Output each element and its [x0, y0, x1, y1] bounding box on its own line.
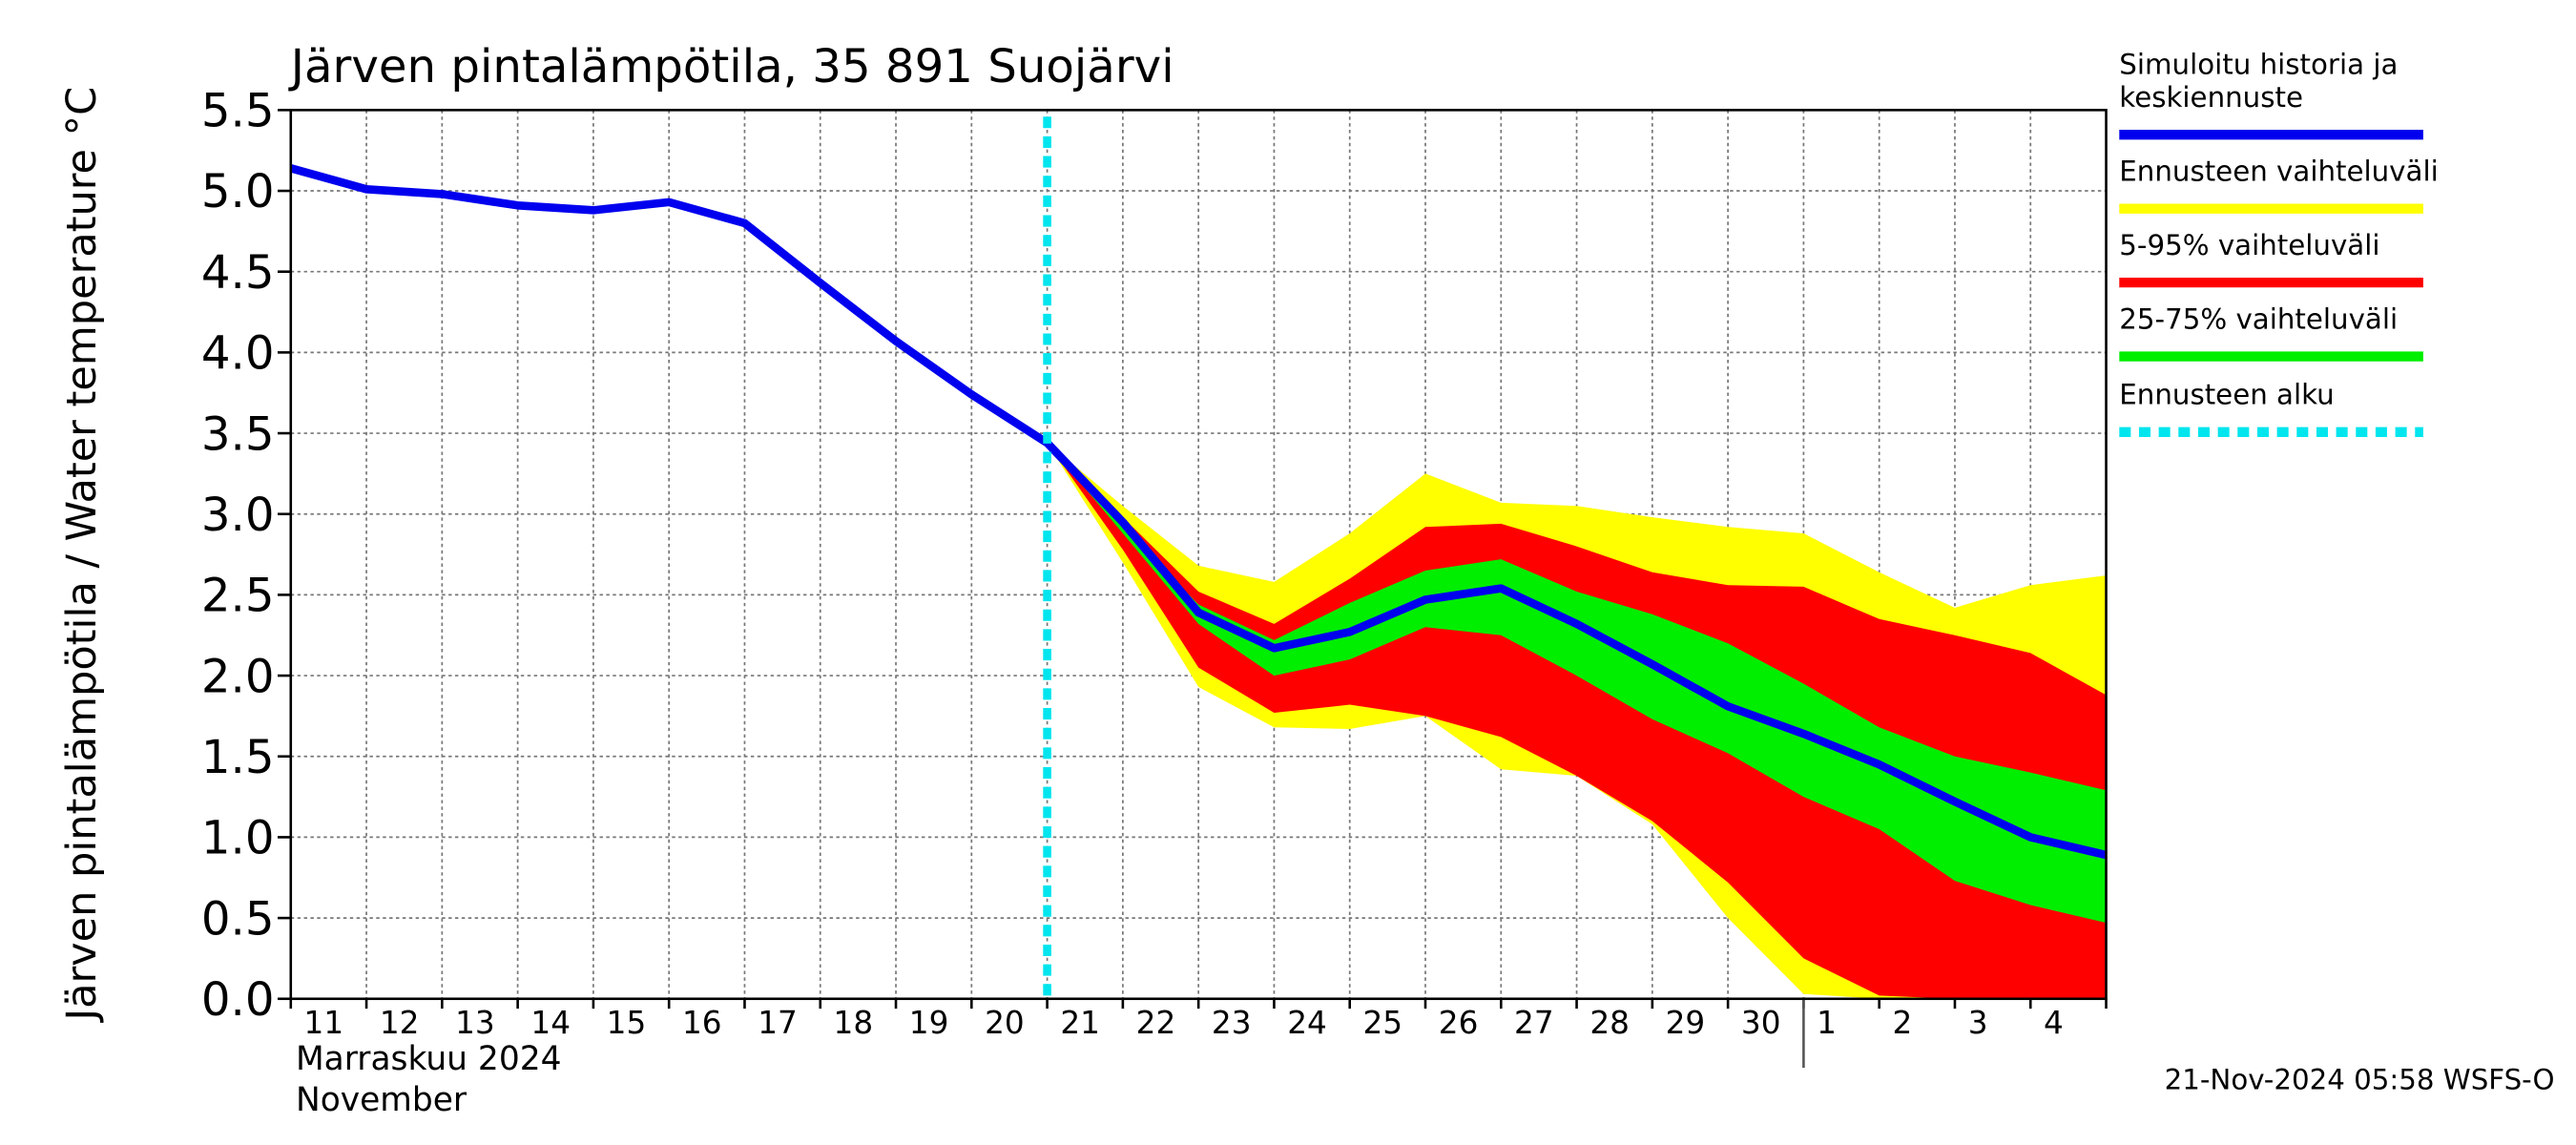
legend-label: 5-95% vaihteluväli — [2119, 230, 2380, 263]
x-tick-label: 4 — [2044, 1005, 2064, 1041]
legend-label: 25-75% vaihteluväli — [2119, 303, 2399, 337]
chart-title: Järven pintalämpötila, 35 891 Suojärvi — [288, 40, 1174, 94]
band-area — [1047, 443, 2107, 999]
y-tick-label: 2.0 — [201, 650, 275, 703]
x-tick-label: 3 — [1968, 1005, 1988, 1041]
x-tick-label: 18 — [834, 1005, 874, 1041]
y-tick-label: 1.5 — [201, 731, 275, 784]
timestamp: 21-Nov-2024 05:58 WSFS-O — [2165, 1063, 2555, 1095]
x-tick-label: 27 — [1514, 1005, 1554, 1041]
x-tick-label: 14 — [530, 1005, 571, 1041]
x-tick-label: 29 — [1666, 1005, 1706, 1041]
x-tick-label: 26 — [1439, 1005, 1479, 1041]
x-tick-label: 1 — [1817, 1005, 1837, 1041]
legend-label-box: Simuloitu historia ja keskiennuste — [2119, 49, 2399, 115]
legend-label-box: Ennusteen alku — [2119, 379, 2335, 413]
y-tick-label: 5.5 — [201, 85, 275, 138]
legend-label: Ennusteen alku — [2119, 379, 2335, 413]
x-tick-label: 22 — [1136, 1005, 1176, 1041]
legend-label-box: Ennusteen vaihteluväli — [2119, 156, 2439, 189]
y-tick-label: 1.0 — [201, 812, 275, 865]
y-axis-label: Järven pintalämpötila / Water temperatur… — [58, 87, 106, 1024]
x-tick-label: 19 — [909, 1005, 949, 1041]
y-tick-label: 3.5 — [201, 407, 275, 461]
x-tick-label: 30 — [1741, 1005, 1781, 1041]
x-tick-label: 21 — [1060, 1005, 1100, 1041]
x-tick-label: 25 — [1362, 1005, 1402, 1041]
x-tick-label: 15 — [607, 1005, 647, 1041]
x-tick-label: 16 — [682, 1005, 722, 1041]
x-tick-label: 13 — [455, 1005, 495, 1041]
plot-frame — [289, 109, 2108, 1001]
y-tick-label: 4.0 — [201, 327, 275, 381]
y-tick-label: 0.5 — [201, 892, 275, 946]
legend-label: Ennusteen vaihteluväli — [2119, 156, 2439, 189]
y-tick-label: 3.0 — [201, 489, 275, 542]
x-tick-label: 20 — [985, 1005, 1025, 1041]
band-area — [1047, 443, 2107, 924]
y-tick-label: 5.0 — [201, 165, 275, 219]
y-tick-label: 2.5 — [201, 570, 275, 623]
x-tick-label: 2 — [1892, 1005, 1912, 1041]
legend-label-box: 5-95% vaihteluväli — [2119, 230, 2380, 263]
x-tick-label: 23 — [1212, 1005, 1252, 1041]
x-tick-label: 17 — [758, 1005, 798, 1041]
x-tick-label: 11 — [304, 1005, 344, 1041]
month-label: Marraskuu 2024 — [296, 1040, 562, 1078]
legend-label: Simuloitu historia ja keskiennuste — [2119, 49, 2399, 115]
y-tick-label: 0.0 — [201, 973, 275, 1027]
legend-label-box: 25-75% vaihteluväli — [2119, 303, 2399, 337]
month-label: November — [296, 1081, 467, 1119]
median-line — [289, 164, 2108, 860]
x-tick-label: 12 — [380, 1005, 420, 1041]
y-tick-label: 4.5 — [201, 246, 275, 300]
x-tick-label: 28 — [1589, 1005, 1630, 1041]
x-tick-label: 24 — [1287, 1005, 1327, 1041]
